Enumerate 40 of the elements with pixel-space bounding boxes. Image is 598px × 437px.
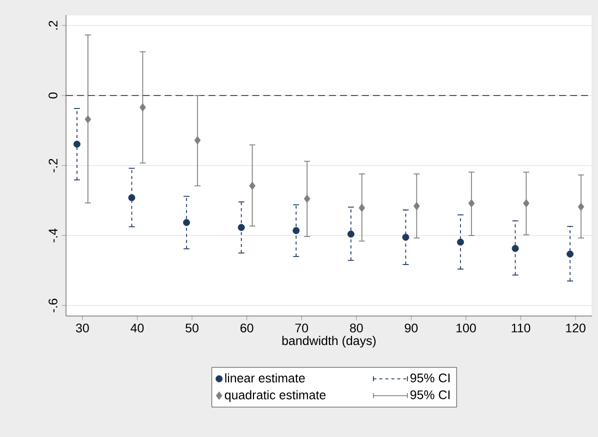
point [523,199,530,208]
x-tick-label: 40 [130,324,144,332]
point [238,224,245,231]
text: 95% CI [410,390,450,400]
point [183,219,190,226]
point [84,115,92,124]
point [140,103,146,112]
point [73,140,80,148]
x-tick-label: 30 [76,324,89,332]
point [578,202,584,211]
y-tick-label: -.6 [48,298,58,312]
y-tick-label: .2 [48,20,58,30]
legend-label: quadratic estimate [224,390,326,402]
y-tick-label: 0 [48,92,58,98]
legend-label: linear estimate [225,373,305,382]
point [304,194,310,203]
point [358,204,366,212]
x-tick-label: 90 [404,324,418,332]
point [249,182,256,190]
point [194,136,201,144]
point [468,199,475,208]
y-tick-label: -.2 [48,158,58,172]
x-tick-label: 80 [350,324,363,332]
x-tick-label: 50 [186,324,198,332]
x-tick-label: 120 [566,324,586,332]
point [128,194,136,202]
x-tick-label: 100 [456,324,476,332]
point [413,202,420,210]
point [566,250,574,258]
point [347,230,354,238]
point [402,234,410,241]
point [292,227,300,234]
x-tick-label: 70 [295,324,308,332]
x-tick-label: 110 [512,324,530,332]
point [457,238,464,246]
x-axis-title: bandwidth (days) [282,336,376,348]
point [512,244,519,252]
x-tick-label: 60 [240,324,254,332]
text: 95% CI [410,374,450,382]
y-tick-label: -.4 [48,228,58,242]
